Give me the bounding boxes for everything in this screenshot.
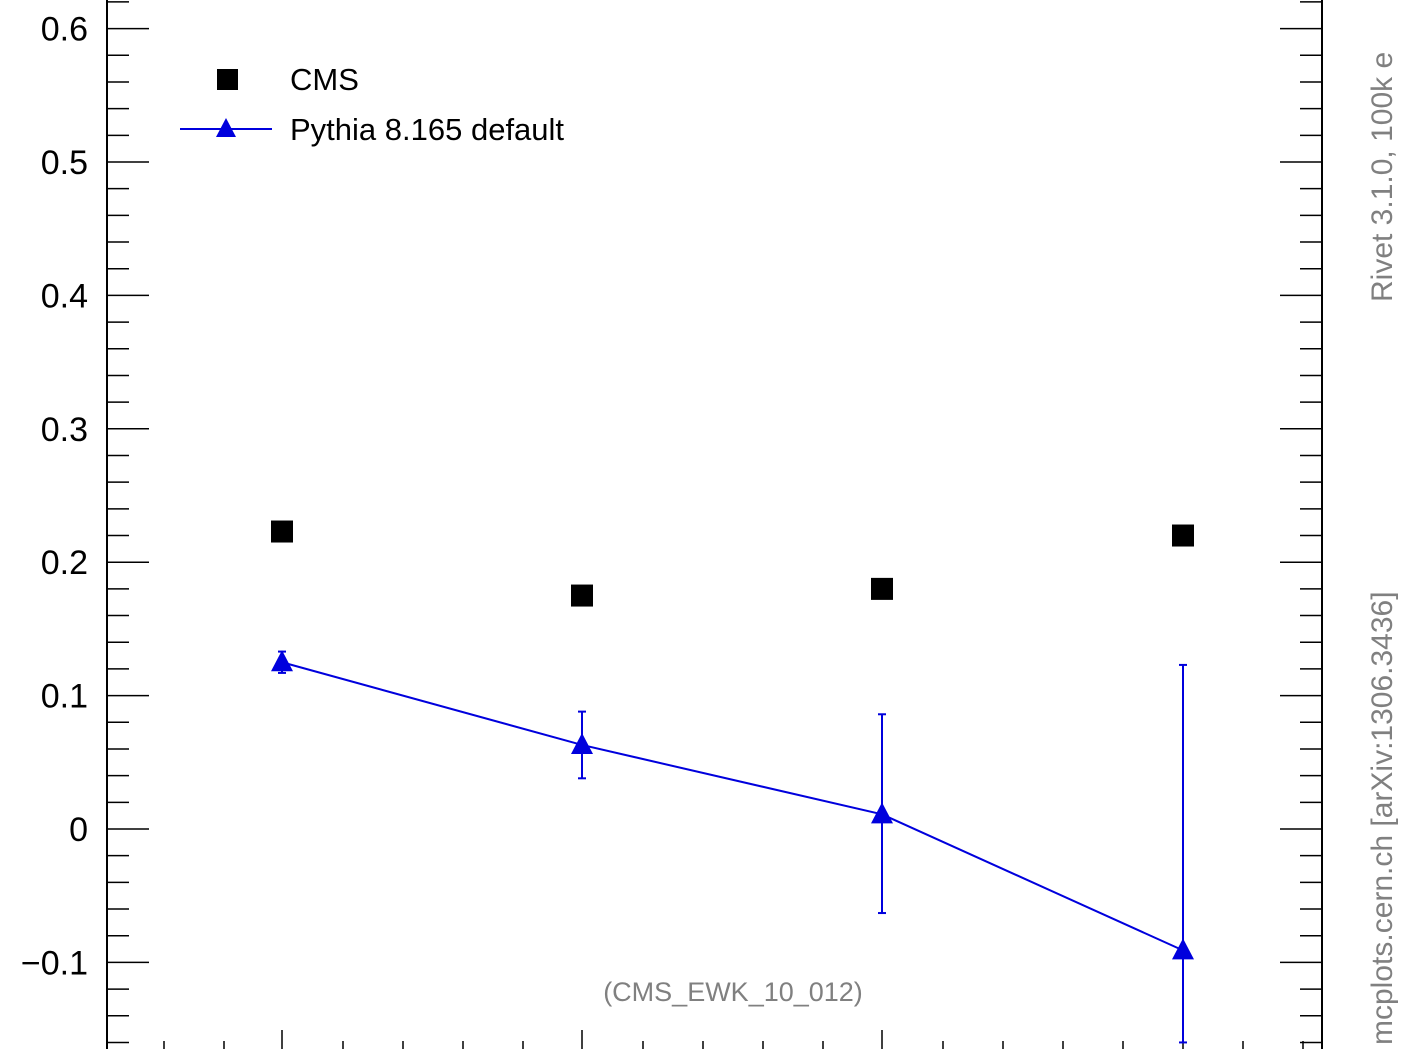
y-tick-label: 0 — [69, 811, 88, 849]
y-tick-label: 0.5 — [41, 144, 88, 182]
legend-cms-marker — [217, 69, 238, 90]
legend-cms-label: CMS — [290, 62, 359, 97]
pythia-point — [871, 802, 893, 824]
pythia-point — [1172, 938, 1194, 960]
mcplots-reference-text: mcplots.cern.ch [arXiv:1306.3436] — [1366, 591, 1399, 1045]
legend-pythia-marker — [216, 118, 236, 137]
y-tick-label: 0.6 — [41, 11, 88, 49]
pythia-point — [571, 732, 593, 754]
y-tick-label: 0.2 — [41, 544, 88, 582]
cms-point — [871, 577, 893, 600]
rivet-version-text: Rivet 3.1.0, 100k e — [1366, 52, 1399, 302]
data-series — [271, 520, 1194, 1044]
pythia-point — [271, 650, 293, 672]
analysis-id-annotation: (CMS_EWK_10_012) — [603, 977, 863, 1007]
plot-frame — [106, 0, 1323, 1049]
y-tick-labels: 0.6 0.5 0.4 0.3 0.2 0.1 0 −0.1 — [21, 11, 88, 983]
cms-point — [571, 584, 593, 607]
legend: CMS Pythia 8.165 default — [180, 62, 564, 147]
legend-pythia-label: Pythia 8.165 default — [290, 112, 564, 147]
axis-ticks — [107, 1, 1322, 1049]
pythia-series-line — [281, 661, 1184, 952]
y-tick-label: 0.1 — [41, 678, 88, 716]
y-tick-label: −0.1 — [21, 944, 88, 982]
cms-point — [1172, 524, 1194, 547]
cms-point — [271, 520, 293, 543]
y-tick-label: 0.3 — [41, 411, 88, 449]
y-tick-label: 0.4 — [41, 277, 88, 315]
